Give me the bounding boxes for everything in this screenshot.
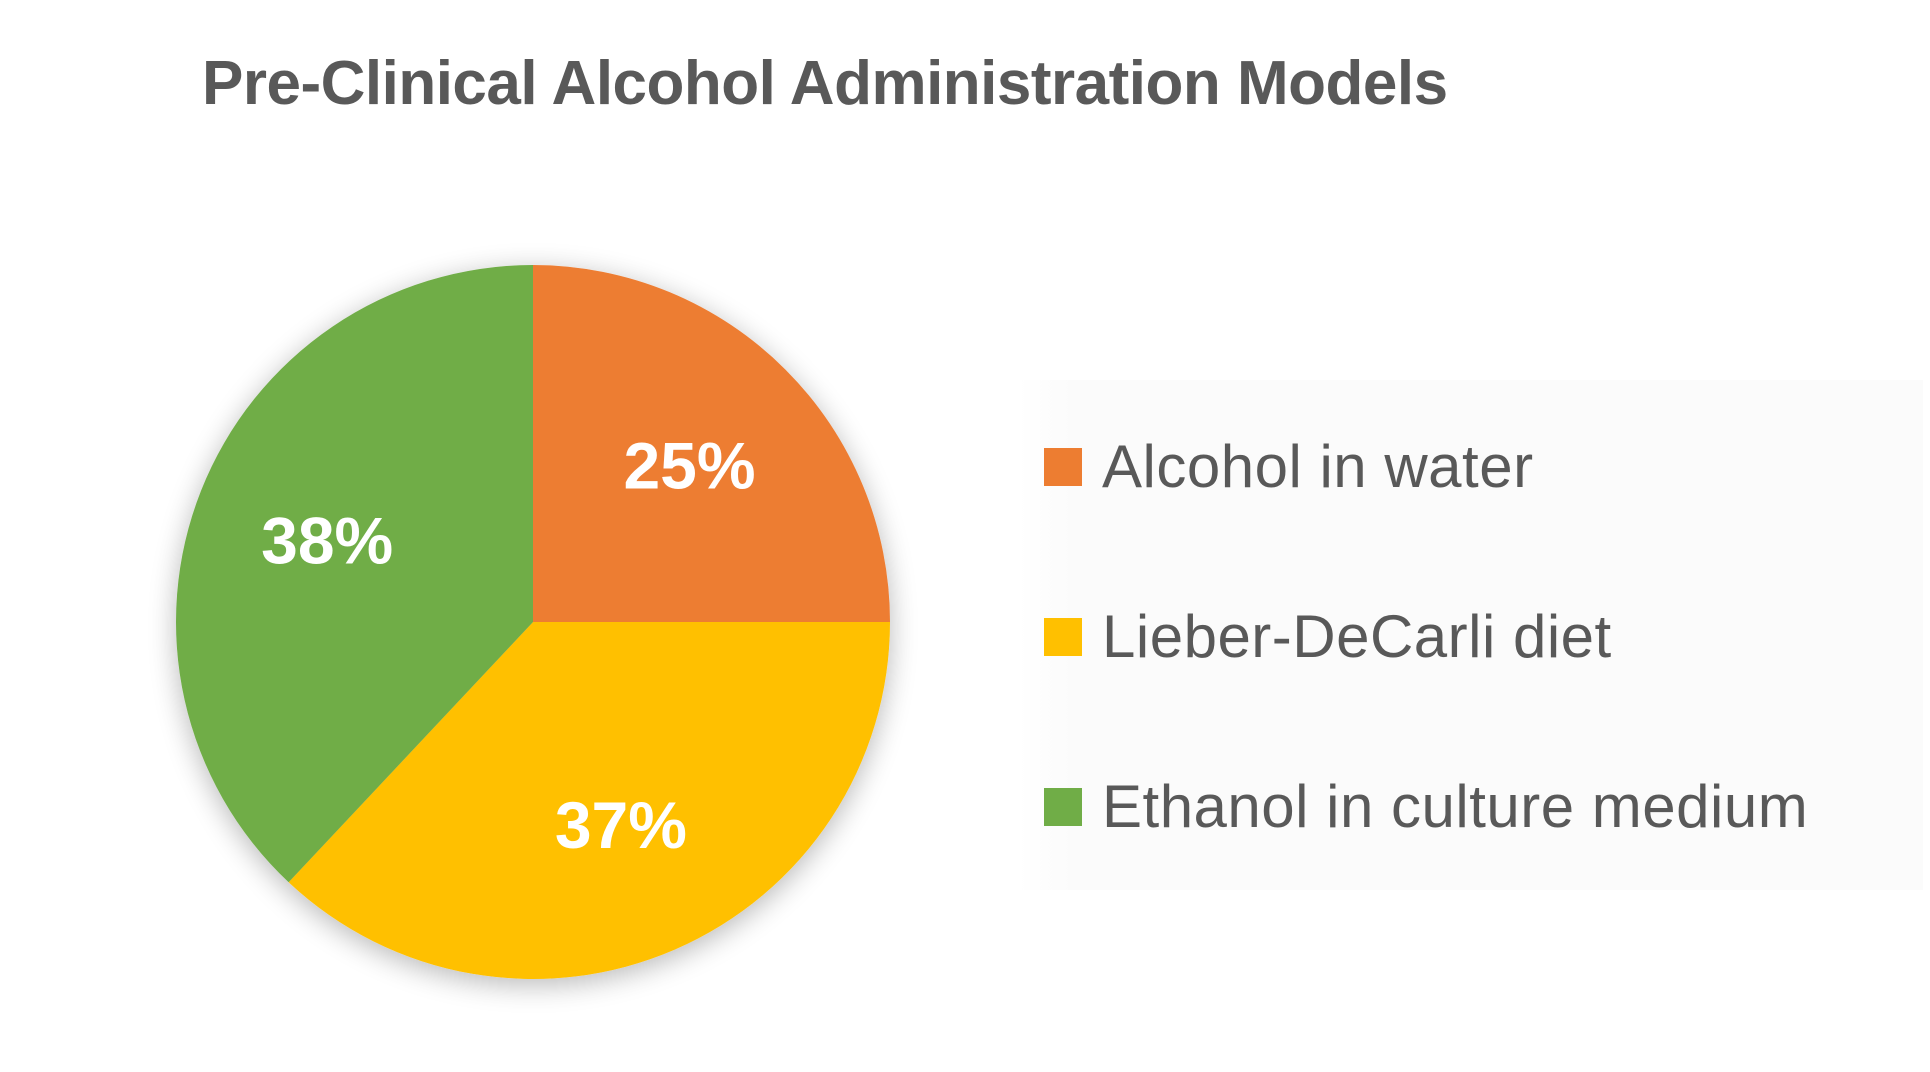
legend-swatch-alcohol-in-water: [1044, 447, 1082, 486]
pie-slice-lieber-decarli-diet: [288, 622, 890, 980]
pie-slice-alcohol-in-water: [533, 265, 890, 622]
legend-swatch-lieber-decarli-diet: [1044, 617, 1082, 656]
legend-swatch-ethanol-in-culture-medium: [1044, 787, 1082, 826]
legend-item-alcohol-in-water: Alcohol in water: [1044, 432, 1534, 501]
legend-label-lieber-decarli-diet: Lieber-DeCarli diet: [1102, 603, 1612, 670]
legend-label-alcohol-in-water: Alcohol in water: [1102, 433, 1534, 500]
legend-label-ethanol-in-culture-medium: Ethanol in culture medium: [1102, 773, 1809, 840]
data-label-alcohol-in-water: 25%: [623, 428, 755, 502]
data-label-lieber-decarli-diet: 37%: [555, 788, 687, 862]
chart-title: Pre-Clinical Alcohol Administration Mode…: [202, 49, 1448, 118]
data-label-ethanol-in-culture-medium: 38%: [261, 504, 393, 578]
legend-item-lieber-decarli-diet: Lieber-DeCarli diet: [1044, 602, 1612, 671]
legend-item-ethanol-in-culture-medium: Ethanol in culture medium: [1044, 772, 1808, 841]
pie-slice-ethanol-in-culture-medium: [176, 265, 533, 883]
legend: Alcohol in water Lieber-DeCarli diet Eth…: [1018, 380, 1923, 890]
